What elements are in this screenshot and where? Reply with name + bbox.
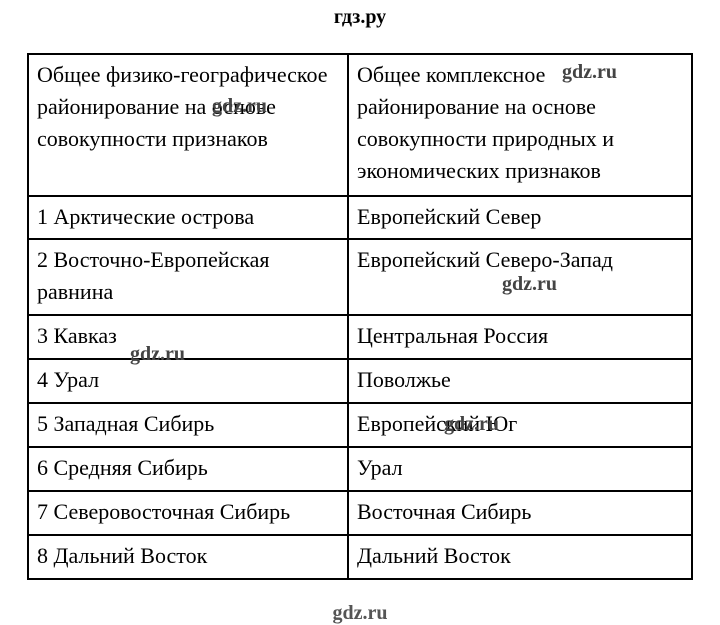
cell-left: 6 Средняя Сибирь — [28, 447, 348, 491]
table-row: 6 Средняя Сибирь Урал — [28, 447, 692, 491]
cell-left: 2 Восточно-Европейская равнина — [28, 239, 348, 315]
page: гдз.ру Общее физико-географическое район… — [0, 0, 720, 592]
table-row: 7 Северовосточная Сибирь Восточная Сибир… — [28, 491, 692, 535]
cell-right: Европейский Север — [348, 196, 692, 240]
cell-right: Восточная Сибирь — [348, 491, 692, 535]
page-header: гдз.ру — [0, 6, 720, 29]
cell-right: Европейский Юг — [348, 403, 692, 447]
zoning-table: Общее физико-географическое районировани… — [27, 53, 693, 580]
cell-left: 4 Урал — [28, 359, 348, 403]
cell-left: 3 Кавказ — [28, 315, 348, 359]
cell-right: Дальний Восток — [348, 535, 692, 579]
table-row: 1 Арктические острова Европейский Север — [28, 196, 692, 240]
page-footer: gdz.ru — [0, 602, 720, 625]
head-cell-right: Общее комплексное районирование на основ… — [348, 54, 692, 196]
cell-left: 7 Северовосточная Сибирь — [28, 491, 348, 535]
cell-right: Центральная Россия — [348, 315, 692, 359]
cell-right: Урал — [348, 447, 692, 491]
cell-left: 8 Дальний Восток — [28, 535, 348, 579]
table-row: 4 Урал Поволжье — [28, 359, 692, 403]
cell-right: Европейский Северо-Запад — [348, 239, 692, 315]
cell-left: 1 Арктические острова — [28, 196, 348, 240]
table-row: 5 Западная Сибирь Европейский Юг — [28, 403, 692, 447]
head-cell-left: Общее физико-географическое районировани… — [28, 54, 348, 196]
table-row: 8 Дальний Восток Дальний Восток — [28, 535, 692, 579]
table-row: 3 Кавказ Центральная Россия — [28, 315, 692, 359]
cell-right: Поволжье — [348, 359, 692, 403]
cell-left: 5 Западная Сибирь — [28, 403, 348, 447]
table-head-row: Общее физико-географическое районировани… — [28, 54, 692, 196]
table-row: 2 Восточно-Европейская равнина Европейск… — [28, 239, 692, 315]
